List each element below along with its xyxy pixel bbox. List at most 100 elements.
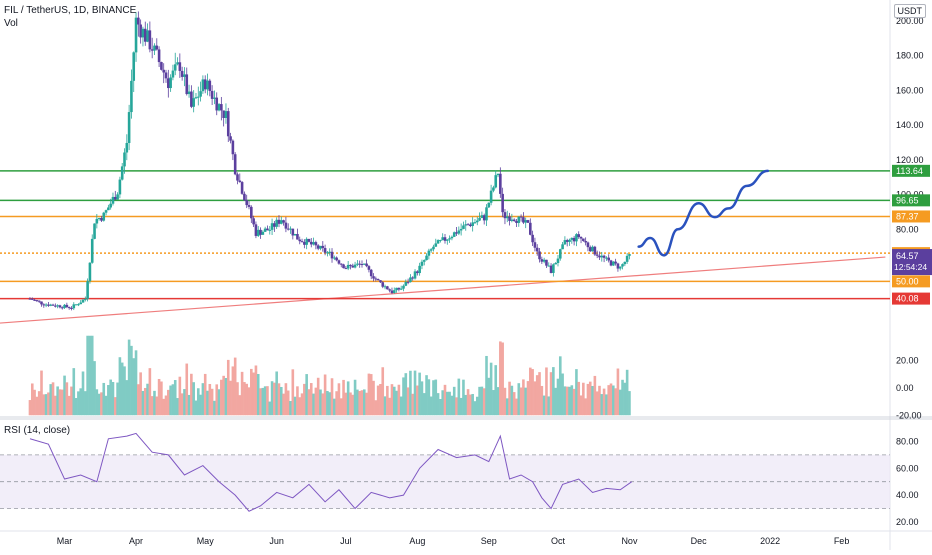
- candle-body: [496, 173, 500, 176]
- candle-body: [388, 289, 391, 291]
- volume-bar: [256, 373, 260, 416]
- candle: [570, 237, 574, 244]
- volume-bar: [411, 393, 415, 416]
- volume-bar: [95, 389, 99, 416]
- candle: [582, 238, 585, 242]
- candle-body: [56, 305, 59, 307]
- volume-bar: [141, 390, 145, 416]
- volume-bar: [600, 394, 604, 416]
- candle: [217, 103, 221, 112]
- time-tick-label: Nov: [621, 536, 638, 546]
- candle: [229, 132, 232, 144]
- candle: [270, 218, 274, 236]
- price-tick-label: 200.00: [896, 16, 924, 26]
- volume-bar: [358, 391, 361, 416]
- candle-body: [607, 257, 611, 261]
- candle: [360, 260, 364, 268]
- candle-body: [67, 307, 71, 309]
- candle-body: [201, 79, 205, 92]
- candle: [335, 256, 338, 262]
- candle-body: [529, 222, 532, 235]
- candle: [314, 240, 318, 250]
- candle: [588, 245, 592, 252]
- volume-bar: [243, 382, 246, 416]
- candle-body: [196, 96, 200, 98]
- candle: [298, 236, 302, 245]
- candle-body: [586, 242, 590, 248]
- candle-body: [90, 238, 94, 263]
- volume-bar: [286, 390, 290, 416]
- volume-bar: [469, 394, 472, 416]
- volume-bar: [185, 363, 189, 416]
- volume-bar: [602, 388, 606, 416]
- candle-body: [250, 206, 253, 219]
- candle: [123, 148, 126, 174]
- candle-body: [47, 304, 50, 306]
- candle-body: [77, 304, 80, 306]
- candle: [554, 262, 557, 265]
- volume-bar: [326, 390, 329, 416]
- candle-body: [279, 220, 283, 224]
- volume-bar: [201, 383, 205, 416]
- volume-bar: [595, 391, 599, 416]
- candle-body: [213, 97, 216, 99]
- candle-body: [494, 175, 498, 188]
- candle: [427, 248, 431, 260]
- candle: [609, 259, 613, 267]
- volume-bar: [60, 389, 64, 416]
- candle: [150, 37, 154, 59]
- candle-body: [190, 91, 193, 107]
- price-tick-label: 180.00: [896, 51, 924, 61]
- volume-bar: [238, 395, 242, 416]
- candle-body: [127, 112, 131, 143]
- candle-body: [178, 62, 182, 71]
- candle: [42, 303, 46, 308]
- candle-body: [390, 290, 394, 294]
- candle-body: [409, 277, 412, 283]
- candle-body: [443, 237, 447, 241]
- volume-bar: [143, 387, 147, 416]
- candle: [621, 263, 624, 270]
- projection-path: [637, 169, 770, 257]
- level-tag-113.64: [892, 164, 930, 177]
- candle-body: [353, 264, 357, 268]
- volume-bar: [28, 400, 32, 416]
- volume-bar: [183, 389, 186, 416]
- volume-bar: [413, 370, 417, 416]
- candle-body: [95, 218, 99, 224]
- candle: [475, 216, 479, 226]
- candle-body: [226, 111, 230, 137]
- candle-body: [563, 240, 567, 245]
- candle: [303, 239, 306, 249]
- candle-body: [549, 265, 553, 273]
- candle: [146, 23, 149, 43]
- volume-bars: [28, 335, 631, 416]
- candle-body: [326, 252, 329, 254]
- volume-bar: [125, 380, 129, 416]
- candle-body: [153, 45, 156, 51]
- candle-body: [379, 280, 382, 283]
- candle: [462, 221, 465, 230]
- candle-body: [342, 264, 345, 269]
- candle: [552, 263, 555, 277]
- candle-body: [623, 261, 627, 265]
- volume-bar: [215, 384, 219, 416]
- candle: [478, 212, 481, 222]
- candle: [586, 241, 590, 252]
- candle: [480, 211, 484, 219]
- candle: [60, 306, 64, 310]
- candle: [383, 284, 387, 290]
- candle-body: [316, 245, 320, 249]
- candle: [441, 233, 444, 241]
- currency-button[interactable]: USDT: [893, 4, 926, 18]
- rsi-tick-label: 80.00: [896, 436, 919, 446]
- volume-bar: [298, 397, 302, 416]
- candle: [328, 248, 332, 256]
- level-label-87.37: 87.37: [896, 211, 919, 221]
- candle: [432, 244, 435, 252]
- candle-body: [376, 279, 380, 281]
- candle-body: [505, 216, 509, 219]
- candle: [54, 303, 57, 308]
- volume-bar: [473, 401, 477, 416]
- candle: [337, 259, 341, 265]
